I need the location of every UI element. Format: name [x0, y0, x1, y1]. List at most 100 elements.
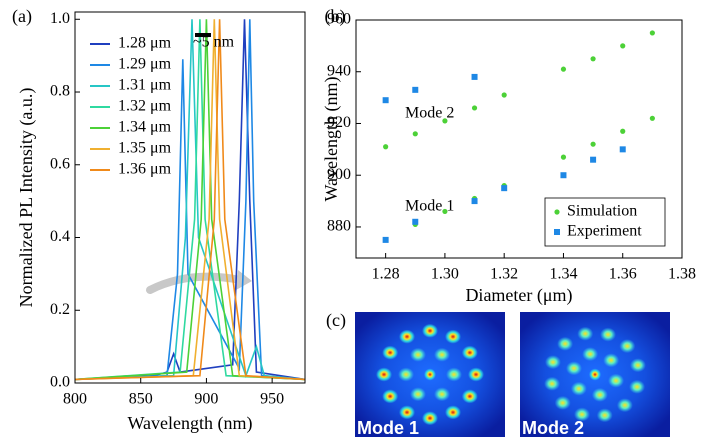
- x-tick-label: 1.34: [549, 266, 577, 283]
- y-tick-label: 0.6: [50, 155, 70, 172]
- mode-lobe: [382, 345, 399, 360]
- plot-frame: [355, 19, 683, 259]
- data-point: [619, 146, 626, 153]
- y-tick-label: 940: [327, 62, 351, 79]
- legend-box: [544, 197, 666, 247]
- mode-lobe: [434, 387, 450, 402]
- x-tick-label: 900: [194, 391, 218, 408]
- mode-lobe: [629, 379, 646, 394]
- legend-marker: [554, 209, 560, 215]
- mode-lobe: [554, 395, 571, 410]
- mode-lobe: [591, 387, 608, 402]
- panel-label: (a): [12, 6, 32, 27]
- mode-lobe: [603, 353, 620, 368]
- data-point: [560, 154, 567, 160]
- x-tick-label: 1.32: [490, 266, 518, 283]
- mode-lobe: [570, 381, 587, 396]
- legend-label: 1.35 μm: [118, 140, 172, 157]
- mode-lobe: [596, 408, 613, 423]
- legend-marker: [554, 229, 560, 235]
- data-point: [620, 43, 626, 49]
- y-tick-label: 960: [327, 11, 351, 28]
- mode-lobe: [422, 323, 438, 338]
- legend-label: Simulation: [567, 203, 637, 220]
- mode-label: Mode 1: [357, 418, 419, 437]
- x-tick-label: 1.28: [372, 266, 400, 283]
- mode-lobe: [619, 339, 636, 354]
- panel-label: (b): [325, 6, 346, 27]
- mode-lobe: [600, 327, 617, 342]
- x-tick-label: 950: [260, 391, 284, 408]
- legend-label: 1.36 μm: [118, 161, 172, 178]
- data-point: [471, 73, 478, 80]
- mode-images: Mode 1 Mode 2: [355, 312, 670, 437]
- mode-lobe: [565, 361, 582, 376]
- data-point: [560, 66, 567, 72]
- mode-lobe: [410, 347, 426, 362]
- mode-lobe: [434, 347, 450, 362]
- x-tick-label: 1.30: [431, 266, 459, 283]
- data-point: [442, 118, 448, 124]
- shift-arrow-head: [236, 270, 252, 290]
- panel-label: (c): [326, 310, 346, 331]
- mode-lobe: [544, 376, 561, 391]
- mode-lobe: [468, 367, 484, 382]
- mode-label: Mode 2: [522, 418, 584, 437]
- annotation: ~5 nm: [193, 34, 235, 51]
- data-point: [412, 218, 419, 225]
- spectrum-line: [74, 19, 306, 381]
- y-tick-label: 0.2: [50, 301, 70, 318]
- mode-lobe: [461, 345, 478, 360]
- data-point: [649, 115, 655, 121]
- data-point: [383, 144, 389, 150]
- data-point: [560, 172, 567, 179]
- y-tick-label: 0.8: [50, 83, 70, 100]
- mode-lobe: [582, 347, 599, 362]
- x-tick-label: 1.36: [609, 266, 637, 283]
- mode-lobe: [557, 336, 574, 351]
- legend-label: Experiment: [567, 223, 642, 240]
- spectrum-line: [74, 19, 306, 381]
- mode-lobe: [445, 329, 461, 344]
- data-point: [501, 92, 507, 98]
- mode-lobe: [376, 367, 392, 382]
- x-axis-title: Diameter (μm): [465, 285, 572, 306]
- x-axis-title: Wavelength (nm): [127, 413, 252, 434]
- mode-lobe: [424, 368, 436, 381]
- mode-lobe: [461, 389, 478, 404]
- mode-lobe: [544, 355, 561, 370]
- legend-label: 1.34 μm: [118, 119, 172, 136]
- y-tick-label: 0.4: [50, 228, 70, 245]
- mode-lobe: [398, 367, 414, 382]
- data-point: [412, 86, 419, 93]
- x-tick-label: 800: [63, 391, 87, 408]
- data-point: [442, 208, 448, 215]
- data-point: [590, 156, 597, 163]
- y-axis-title: Normalized PL Intensity (a.u.): [16, 88, 37, 308]
- y-tick-label: 880: [327, 218, 351, 235]
- y-tick-label: 1.0: [50, 10, 70, 27]
- mode-lobe: [629, 358, 646, 373]
- data-point: [412, 131, 418, 137]
- data-point: [590, 56, 596, 62]
- mode-lobe: [399, 329, 415, 344]
- x-tick-label: 1.38: [668, 266, 696, 283]
- y-axis-title: Wavelength (nm): [321, 76, 342, 201]
- mode-lobe: [608, 373, 625, 388]
- spectrum-line: [74, 19, 306, 381]
- y-tick-label: 920: [327, 114, 351, 131]
- data-point: [382, 97, 389, 104]
- x-tick-label: 850: [129, 391, 153, 408]
- y-tick-label: 0.0: [50, 374, 70, 391]
- mode-lobe: [382, 389, 399, 404]
- mode-lobe: [573, 407, 590, 422]
- annotation: Mode 2: [405, 105, 454, 122]
- y-tick-label: 900: [327, 166, 351, 183]
- mode-lobe: [410, 387, 426, 402]
- legend-label: 1.28 μm: [118, 35, 172, 52]
- mode-lobe: [446, 367, 462, 382]
- data-point: [501, 185, 508, 192]
- mode-lobe: [399, 405, 415, 420]
- legend-label: 1.29 μm: [118, 56, 172, 73]
- mode-lobe: [577, 326, 594, 341]
